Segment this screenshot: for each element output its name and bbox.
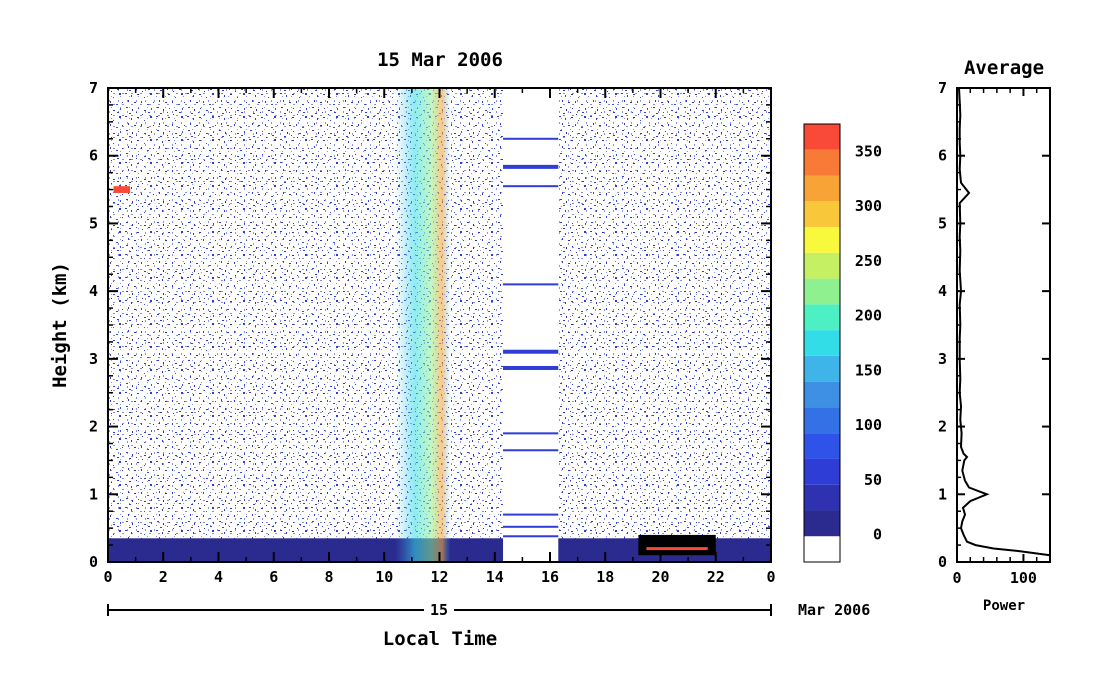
colorbar-swatch bbox=[804, 407, 840, 434]
colorbar-swatch bbox=[804, 149, 840, 176]
gap-line bbox=[503, 185, 559, 188]
average-x-tick-label: 0 bbox=[952, 569, 961, 587]
colorbar-frame bbox=[803, 123, 841, 563]
colorbar-tick-label: 100 bbox=[855, 416, 882, 434]
y-tick-label: 1 bbox=[89, 485, 98, 503]
y-tick-label: 3 bbox=[89, 350, 98, 368]
colorbar-tick-label: 250 bbox=[855, 252, 882, 270]
gap-line bbox=[503, 525, 559, 528]
average-y-tick-label: 2 bbox=[938, 418, 947, 436]
y-tick-label: 6 bbox=[89, 147, 98, 165]
x-tick-label: 16 bbox=[541, 568, 559, 586]
x-tick-label: 18 bbox=[596, 568, 614, 586]
x-tick-label: 20 bbox=[651, 568, 669, 586]
date-axis-label-bg bbox=[424, 601, 454, 619]
gap-line bbox=[503, 283, 559, 286]
colorbar-swatch bbox=[804, 510, 840, 537]
x-tick-label: 14 bbox=[486, 568, 504, 586]
data-gap bbox=[503, 88, 559, 562]
colorbar-swatch bbox=[804, 175, 840, 202]
x-axis-title: Local Time bbox=[383, 628, 497, 650]
colorbar-swatch bbox=[804, 330, 840, 356]
colorbar-tick-label: 200 bbox=[855, 307, 882, 325]
gap-line bbox=[503, 513, 559, 516]
colorbar-swatch bbox=[804, 355, 840, 382]
colorbar-swatch bbox=[804, 304, 840, 331]
average-y-tick-label: 7 bbox=[938, 79, 947, 97]
colorbar-swatch bbox=[804, 227, 840, 253]
colorbar-swatch bbox=[804, 201, 840, 228]
high-layer bbox=[113, 186, 131, 193]
gap-line bbox=[503, 349, 559, 354]
heatmap-x-ticks: 0 2 4 6 8 10 12 14 16 18 20 22 0 bbox=[103, 88, 776, 586]
y-tick-label: 2 bbox=[89, 418, 98, 436]
x-tick-label: 10 bbox=[375, 568, 393, 586]
gap-line bbox=[503, 365, 559, 370]
average-title: Average bbox=[964, 57, 1044, 79]
average-y-tick-label: 4 bbox=[938, 282, 947, 300]
average-x-tick-label: 100 bbox=[1010, 569, 1037, 587]
heatmap-features bbox=[108, 88, 771, 562]
average-power-line bbox=[958, 87, 1051, 557]
x-tick-label: 8 bbox=[324, 568, 333, 586]
x-tick-label: 6 bbox=[269, 568, 278, 586]
x-tick-label: 4 bbox=[214, 568, 223, 586]
colorbar-tick-label: 50 bbox=[864, 471, 882, 489]
colorbar-swatch bbox=[804, 124, 840, 150]
colorbar: 0 50 100 150 200 250 300 350 bbox=[803, 123, 882, 563]
enhanced-echo-band bbox=[395, 88, 451, 562]
colorbar-swatch bbox=[804, 536, 840, 562]
colorbar-ticks: 0 50 100 150 200 250 300 350 bbox=[855, 142, 882, 543]
y-axis-title: Height (km) bbox=[49, 262, 71, 388]
average-y-tick-label: 3 bbox=[938, 350, 947, 368]
y-tick-label: 7 bbox=[89, 79, 98, 97]
x-tick-label: 2 bbox=[159, 568, 168, 586]
average-y-tick-label: 1 bbox=[938, 485, 947, 503]
average-y-tick-label: 5 bbox=[938, 214, 947, 232]
date-axis-month-label: Mar 2006 bbox=[798, 601, 870, 619]
y-tick-label: 0 bbox=[89, 553, 98, 571]
gap-line bbox=[503, 164, 559, 169]
colorbar-swatch bbox=[804, 484, 840, 511]
x-tick-label: 22 bbox=[707, 568, 725, 586]
low-layer-core bbox=[646, 547, 708, 551]
gap-line bbox=[503, 449, 559, 452]
low-layer bbox=[638, 534, 716, 556]
date-axis: 15 Mar 2006 bbox=[107, 601, 870, 619]
average-y-tick-label: 6 bbox=[938, 147, 947, 165]
gap-line bbox=[503, 137, 559, 140]
x-tick-label: 12 bbox=[430, 568, 448, 586]
average-y-ticks: 0 1 2 3 4 5 6 7 bbox=[938, 79, 1050, 571]
colorbar-tick-label: 350 bbox=[855, 142, 882, 160]
x-tick-label: 0 bbox=[103, 568, 112, 586]
average-x-ticks: 0 100 bbox=[952, 88, 1038, 587]
average-plot: 0 1 2 3 4 5 6 7 0 100 bbox=[938, 79, 1051, 587]
colorbar-swatch bbox=[804, 458, 840, 485]
colorbar-tick-label: 0 bbox=[873, 526, 882, 544]
y-tick-label: 5 bbox=[89, 214, 98, 232]
colorbar-tick-label: 300 bbox=[855, 197, 882, 215]
average-x-axis-title: Power bbox=[983, 598, 1025, 614]
x-tick-label: 0 bbox=[766, 568, 775, 586]
heatmap-y-ticks: 0 1 2 3 4 5 6 7 bbox=[89, 79, 771, 571]
date-axis-day-label: 15 bbox=[430, 601, 448, 619]
y-tick-label: 4 bbox=[89, 282, 98, 300]
gap-line bbox=[503, 432, 559, 435]
colorbar-swatch bbox=[804, 278, 840, 305]
colorbar-swatch bbox=[804, 433, 840, 459]
average-y-tick-label: 0 bbox=[938, 553, 947, 571]
colorbar-swatches bbox=[804, 124, 840, 562]
colorbar-swatch bbox=[804, 381, 840, 408]
main-title: 15 Mar 2006 bbox=[377, 49, 503, 71]
gap-line bbox=[503, 535, 559, 538]
colorbar-tick-label: 150 bbox=[855, 361, 882, 379]
average-frame bbox=[956, 87, 1051, 563]
colorbar-swatch bbox=[804, 252, 840, 279]
